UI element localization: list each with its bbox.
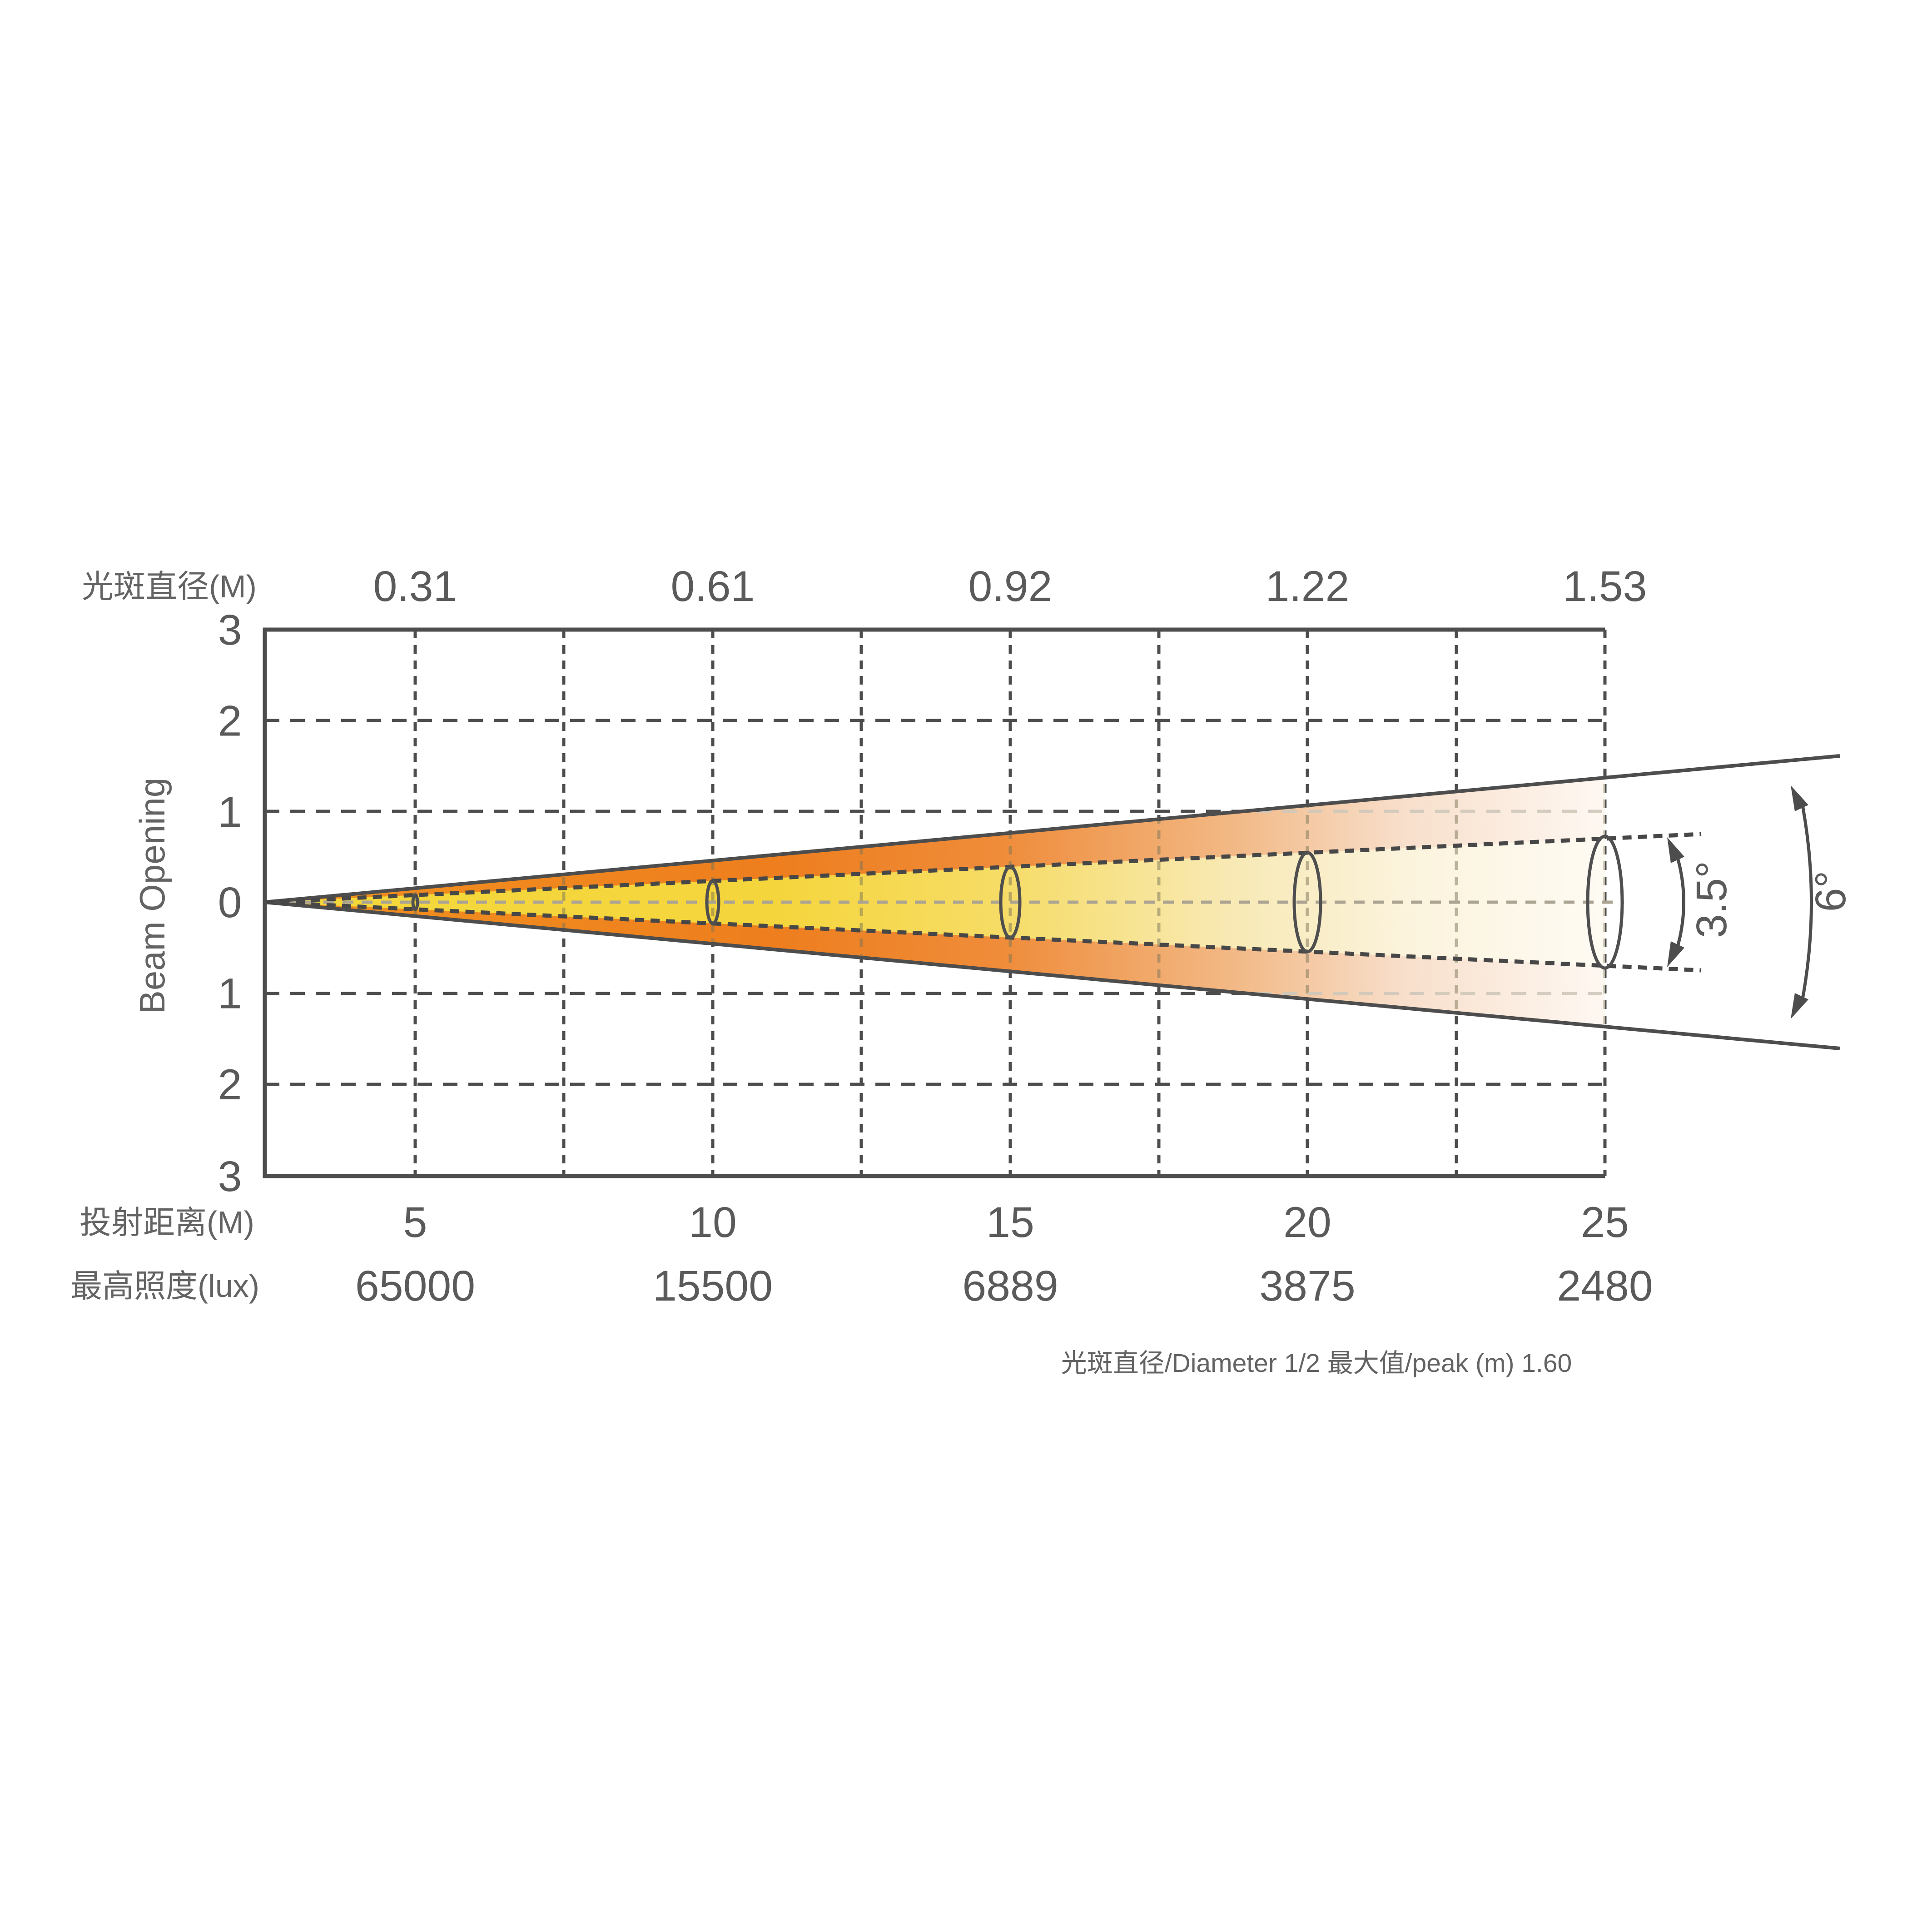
y-tick: 0 xyxy=(218,879,242,927)
top-axis: 光斑直径(M) 0.31 0.61 0.92 1.22 1.53 xyxy=(82,562,1647,611)
illuminance-value: 15500 xyxy=(653,1262,773,1310)
top-axis-value: 0.61 xyxy=(671,562,755,611)
spot-ellipse-25m xyxy=(1586,834,1624,970)
y-tick: 1 xyxy=(218,970,242,1018)
spot-ellipse-5m xyxy=(411,893,419,911)
spot-ellipse-20m xyxy=(1292,851,1322,954)
top-axis-value: 1.22 xyxy=(1266,562,1350,611)
illuminance-value: 2480 xyxy=(1557,1262,1653,1310)
outer-cone-bottom-line xyxy=(264,900,1840,1050)
outer-angle-label: 6° xyxy=(1807,871,1855,912)
inner-angle-arc xyxy=(1674,852,1685,952)
inner-cone-bottom-line xyxy=(264,900,1702,973)
y-tick: 2 xyxy=(218,697,242,745)
outer-angle-arrow-down xyxy=(1791,993,1808,1019)
inner-angle-label: 3.5° xyxy=(1688,861,1736,938)
y-tick: 3 xyxy=(218,606,242,654)
inner-cone-top-line xyxy=(264,832,1702,904)
top-axis-title: 光斑直径(M) xyxy=(82,569,257,604)
y-axis-title: Beam Opening xyxy=(132,778,172,1014)
outer-angle-arrow-up xyxy=(1791,785,1808,811)
x-axis-value: 25 xyxy=(1581,1198,1629,1247)
angle-annotations: 3.5° 6° xyxy=(1667,785,1855,1019)
plot-border xyxy=(263,627,1605,1178)
inner-angle-arrow-down xyxy=(1667,941,1684,967)
illuminance-title: 最高照度(lux) xyxy=(70,1268,259,1304)
gridlines xyxy=(265,630,1607,1176)
y-tick: 1 xyxy=(218,788,242,836)
top-axis-value: 1.53 xyxy=(1563,562,1647,611)
illuminance-value: 65000 xyxy=(355,1262,475,1310)
illuminance-row: 最高照度(lux) 65000 15500 6889 3875 2480 xyxy=(70,1262,1653,1310)
diameter-peak-note: 光斑直径/Diameter 1/2 最大值/peak (m) 1.60 xyxy=(1061,1349,1572,1378)
x-axis-title: 投射距离(M) xyxy=(79,1205,254,1240)
outer-cone-top-line xyxy=(264,754,1840,904)
beam-cross-sections xyxy=(411,834,1624,970)
x-axis: 投射距离(M) 5 10 15 20 25 xyxy=(79,1198,1629,1247)
top-axis-value: 0.31 xyxy=(373,562,457,611)
y-tick: 3 xyxy=(218,1152,242,1201)
top-axis-value: 0.92 xyxy=(968,562,1053,611)
x-axis-value: 10 xyxy=(689,1198,737,1247)
spot-ellipse-10m xyxy=(705,879,720,925)
outer-angle-arc xyxy=(1800,800,1813,1004)
y-axis: Beam Opening 3 2 1 0 1 2 3 xyxy=(132,606,242,1201)
horizontal-gridlines xyxy=(265,719,1605,1086)
inner-angle-arrow-up xyxy=(1667,837,1684,863)
illuminance-value: 6889 xyxy=(962,1262,1058,1310)
x-axis-value: 15 xyxy=(986,1198,1034,1247)
x-axis-value: 5 xyxy=(403,1198,427,1247)
illuminance-value: 3875 xyxy=(1259,1262,1355,1310)
beam-outlines xyxy=(264,754,1840,1050)
spot-ellipse-15m xyxy=(999,865,1022,939)
x-axis-value: 20 xyxy=(1283,1198,1331,1247)
y-tick: 2 xyxy=(218,1061,242,1109)
